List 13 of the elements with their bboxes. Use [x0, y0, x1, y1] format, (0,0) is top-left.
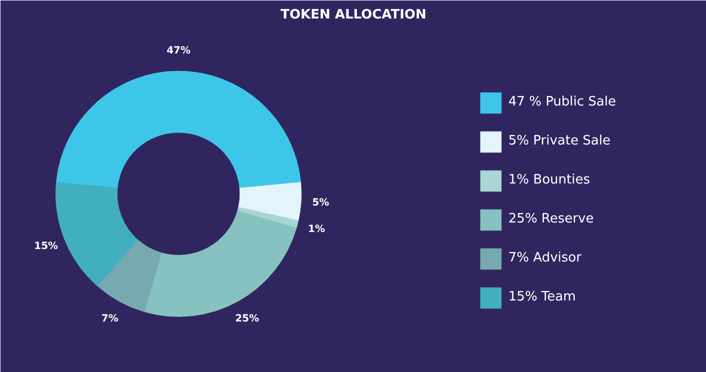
- data-label: 25%: [235, 314, 260, 325]
- legend-label: 1% Bounties: [508, 172, 590, 188]
- legend-label: 7% Advisor: [508, 250, 582, 266]
- chart-title: TOKEN ALLOCATION: [280, 8, 426, 22]
- legend-label: 5% Private Sale: [508, 134, 610, 148]
- data-label: 7%: [101, 314, 118, 325]
- legend-label: 47 % Public Sale: [508, 94, 616, 110]
- data-label: 1%: [308, 224, 325, 235]
- legend-label: 15% Team: [508, 290, 576, 304]
- data-label: 47%: [166, 45, 191, 56]
- data-label: 5%: [312, 197, 330, 208]
- data-label: 15%: [34, 240, 58, 252]
- legend-label: 25% Reserve: [508, 212, 594, 226]
